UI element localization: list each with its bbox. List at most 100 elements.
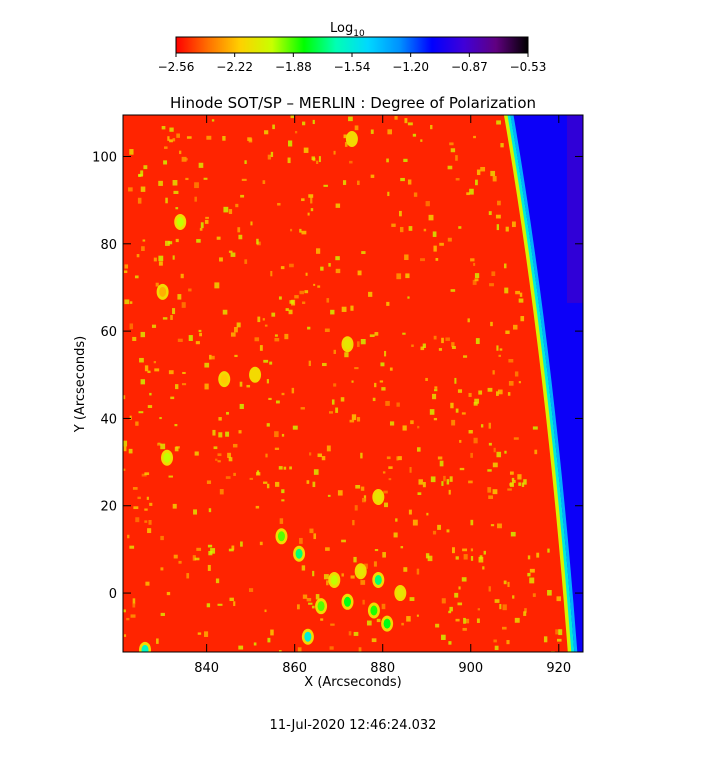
disk-speckle bbox=[394, 116, 398, 120]
disk-speckle bbox=[232, 443, 238, 448]
polarization-patch bbox=[343, 596, 351, 607]
colorbar-tick-label: −0.87 bbox=[451, 60, 488, 74]
disk-speckle bbox=[292, 425, 298, 430]
disk-speckle bbox=[335, 268, 341, 274]
disk-speckle bbox=[386, 301, 390, 306]
y-tick-label: 0 bbox=[109, 587, 117, 602]
disk-speckle bbox=[555, 629, 561, 635]
disk-speckle bbox=[179, 150, 182, 155]
disk-speckle bbox=[503, 263, 507, 269]
disk-speckle bbox=[267, 637, 271, 643]
y-tick-label: 100 bbox=[92, 150, 117, 165]
disk-speckle bbox=[349, 419, 355, 423]
disk-speckle bbox=[328, 411, 333, 414]
disk-speckle bbox=[496, 391, 499, 396]
disk-speckle bbox=[556, 596, 561, 602]
disk-speckle bbox=[254, 337, 260, 342]
disk-speckle bbox=[459, 467, 465, 471]
disk-speckle bbox=[212, 429, 216, 436]
disk-speckle bbox=[470, 556, 474, 561]
disk-speckle bbox=[463, 554, 468, 560]
disk-speckle bbox=[383, 490, 388, 494]
disk-speckle bbox=[204, 631, 209, 637]
x-tick-label: 840 bbox=[194, 661, 219, 676]
disk-speckle bbox=[168, 241, 173, 245]
disk-speckle bbox=[496, 345, 499, 351]
disk-speckle bbox=[210, 548, 216, 554]
x-axis-ticks: 840 860 880 900 920 bbox=[194, 115, 571, 676]
colorbar-label: Log10 bbox=[330, 21, 365, 39]
disk-speckle bbox=[135, 421, 139, 426]
disk-speckle bbox=[311, 156, 315, 161]
disk-speckle bbox=[267, 154, 271, 160]
disk-speckle bbox=[181, 302, 186, 308]
disk-speckle bbox=[259, 345, 263, 351]
disk-speckle bbox=[357, 341, 360, 347]
disk-speckle bbox=[482, 566, 485, 570]
disk-speckle bbox=[465, 618, 470, 624]
disk-speckle bbox=[527, 555, 531, 560]
disk-speckle bbox=[312, 481, 316, 488]
disk-speckle bbox=[452, 547, 455, 554]
disk-speckle bbox=[449, 476, 453, 482]
disk-speckle bbox=[222, 136, 226, 141]
disk-speckle bbox=[177, 294, 182, 300]
disk-speckle bbox=[140, 331, 146, 338]
disk-speckle bbox=[170, 396, 175, 400]
disk-speckle bbox=[470, 519, 474, 526]
disk-speckle bbox=[312, 570, 315, 577]
disk-speckle bbox=[233, 472, 236, 476]
disk-speckle bbox=[369, 334, 375, 338]
disk-speckle bbox=[302, 594, 308, 599]
polarization-patch bbox=[357, 566, 365, 577]
disk-speckle bbox=[335, 203, 341, 208]
disk-speckle bbox=[216, 236, 221, 240]
colorbar-tick-label: −1.20 bbox=[392, 60, 429, 74]
disk-speckle bbox=[225, 431, 230, 437]
disk-speckle bbox=[231, 545, 235, 550]
disk-speckle bbox=[446, 479, 450, 485]
disk-speckle bbox=[302, 301, 306, 305]
disk-speckle bbox=[396, 456, 399, 461]
disk-speckle bbox=[417, 492, 422, 496]
x-tick-label: 920 bbox=[546, 661, 571, 676]
disk-speckle bbox=[498, 354, 501, 357]
disk-speckle bbox=[508, 359, 514, 363]
disk-speckle bbox=[492, 489, 498, 495]
disk-speckle bbox=[505, 330, 510, 334]
disk-speckle bbox=[226, 411, 229, 415]
disk-speckle bbox=[466, 192, 470, 196]
disk-speckle bbox=[388, 466, 393, 469]
disk-speckle bbox=[462, 548, 468, 552]
disk-speckle bbox=[144, 365, 149, 372]
disk-speckle bbox=[127, 534, 130, 539]
disk-speckle bbox=[330, 309, 335, 315]
disk-speckle bbox=[420, 139, 423, 142]
disk-speckle bbox=[198, 329, 202, 333]
disk-speckle bbox=[527, 572, 531, 577]
disk-speckle bbox=[342, 180, 347, 185]
disk-speckle bbox=[147, 370, 151, 374]
x-tick-label: 900 bbox=[458, 661, 483, 676]
disk-speckle bbox=[511, 221, 516, 228]
disk-speckle bbox=[385, 400, 390, 406]
disk-speckle bbox=[454, 592, 459, 598]
disk-speckle bbox=[374, 332, 379, 336]
disk-speckle bbox=[382, 552, 386, 558]
disk-speckle bbox=[126, 617, 130, 621]
disk-speckle bbox=[351, 414, 357, 421]
disk-speckle bbox=[400, 177, 405, 182]
disk-speckle bbox=[441, 481, 444, 486]
disk-speckle bbox=[204, 362, 210, 368]
y-axis-label: Y (Arcseconds) bbox=[73, 336, 88, 433]
disk-speckle bbox=[409, 597, 415, 601]
disk-speckle bbox=[148, 519, 152, 525]
disk-speckle bbox=[124, 299, 130, 305]
disk-speckle bbox=[280, 266, 285, 270]
disk-speckle bbox=[449, 606, 453, 612]
disk-speckle bbox=[353, 631, 359, 636]
disk-speckle bbox=[396, 273, 402, 280]
disk-speckle bbox=[168, 475, 173, 478]
disk-speckle bbox=[140, 379, 146, 385]
